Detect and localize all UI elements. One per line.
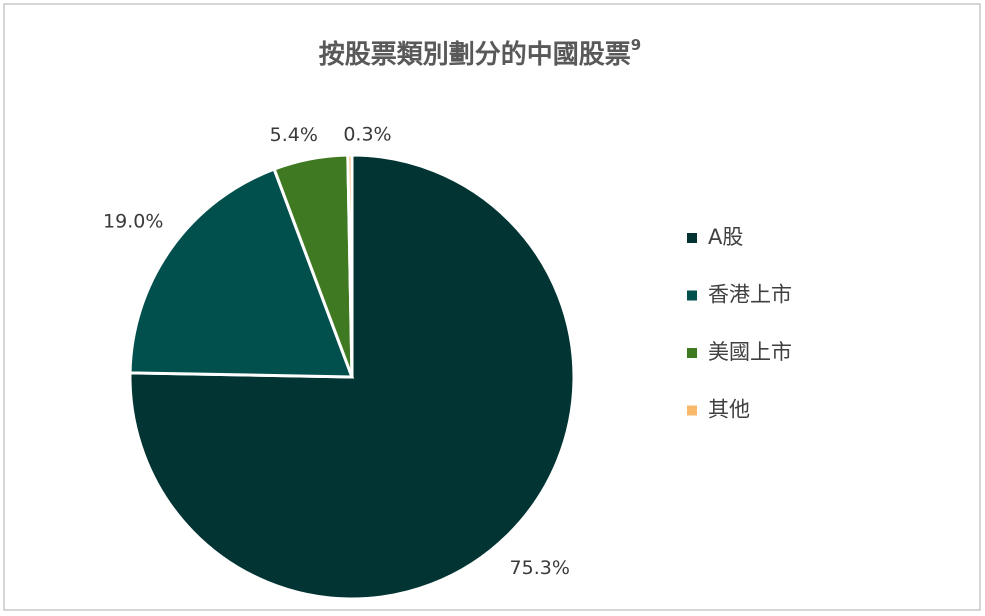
legend-label: 美國上市 bbox=[708, 340, 792, 364]
data-label: 5.4% bbox=[270, 124, 318, 146]
data-label: 19.0% bbox=[103, 211, 163, 233]
legend-swatch bbox=[687, 233, 697, 243]
legend-label: A股 bbox=[708, 225, 743, 249]
legend-swatch bbox=[687, 290, 697, 301]
legend-swatch bbox=[687, 405, 697, 416]
legend-swatch bbox=[687, 348, 697, 358]
title-note: 9 bbox=[631, 36, 641, 54]
legend-label: 香港上市 bbox=[708, 283, 792, 307]
data-label: 0.3% bbox=[343, 124, 391, 146]
data-label: 75.3% bbox=[510, 557, 570, 579]
legend-label: 其他 bbox=[708, 398, 750, 422]
chart-title: 按股票類別劃分的中國股票9 bbox=[319, 36, 641, 70]
pie-slice bbox=[346, 153, 354, 378]
title-text: 按股票類別劃分的中國股票 bbox=[319, 39, 631, 70]
pie-slice bbox=[128, 167, 355, 379]
